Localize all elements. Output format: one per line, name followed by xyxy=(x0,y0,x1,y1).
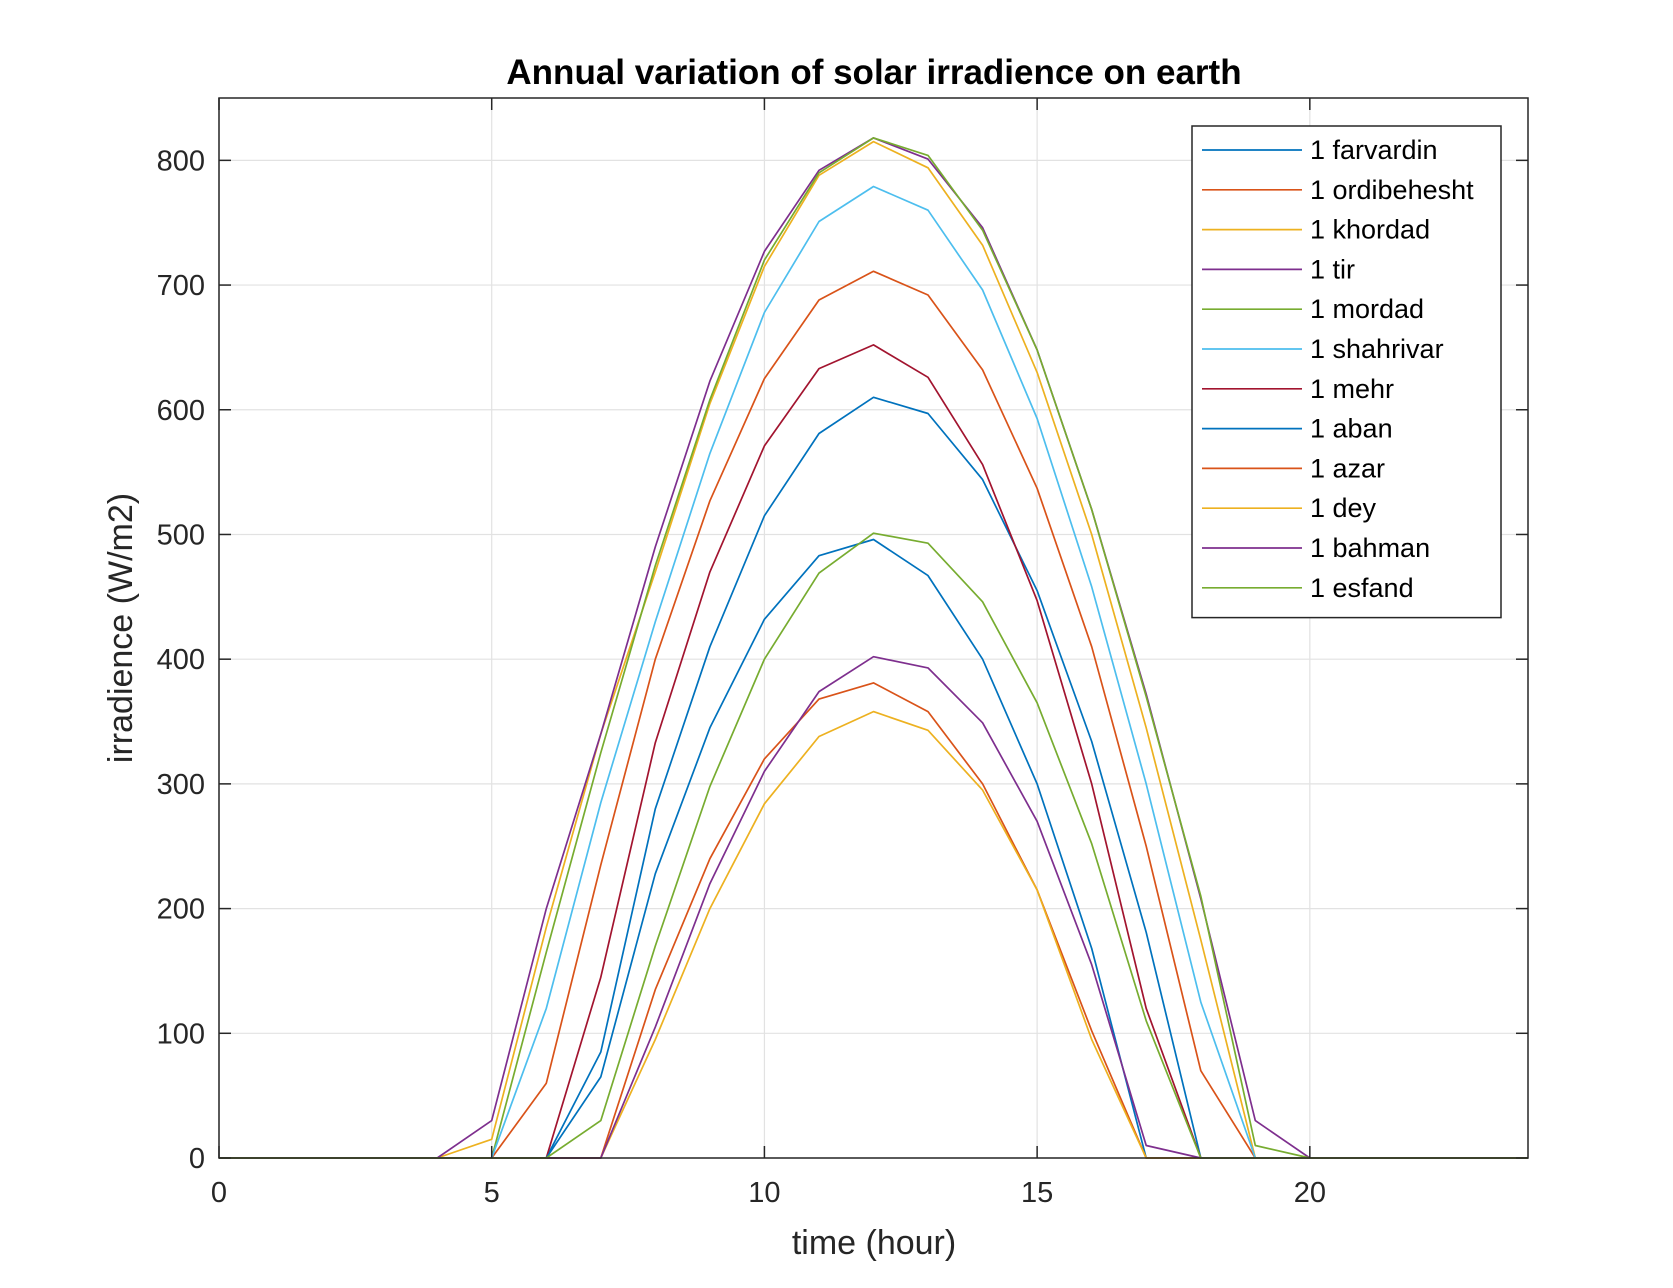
chart-title: Annual variation of solar irradience on … xyxy=(506,53,1241,92)
legend-entry: 1 aban xyxy=(1310,414,1393,444)
legend-entry: 1 esfand xyxy=(1310,573,1414,603)
y-axis-label: irradience (W/m2) xyxy=(102,493,140,763)
legend: 1 farvardin 1 ordibehesht 1 khordad 1 tir 1 … xyxy=(1191,125,1502,619)
y-tick-label: 200 xyxy=(157,894,205,926)
legend-entry: 1 mehr xyxy=(1310,374,1394,404)
legend-entry: 1 mordad xyxy=(1310,294,1424,324)
y-tick-label: 300 xyxy=(157,769,205,801)
y-tick-label: 700 xyxy=(157,270,205,302)
y-tick-label: 0 xyxy=(189,1143,205,1175)
x-tick-label: 10 xyxy=(748,1177,780,1209)
legend-entry: 1 azar xyxy=(1310,453,1385,483)
legend-entry: 1 tir xyxy=(1310,254,1355,284)
y-tick-label: 400 xyxy=(157,644,205,676)
y-tick-label: 600 xyxy=(157,395,205,427)
x-tick-label: 20 xyxy=(1294,1177,1326,1209)
x-tick-label: 0 xyxy=(211,1177,227,1209)
legend-entry: 1 ordibehesht xyxy=(1310,175,1474,205)
legend-entry: 1 bahman xyxy=(1310,533,1430,563)
y-tick-label: 800 xyxy=(157,145,205,177)
plot-area-frame xyxy=(218,97,1529,1159)
x-tick-label: 5 xyxy=(484,1177,500,1209)
legend-entry: 1 shahrivar xyxy=(1310,334,1444,364)
y-tick-label: 500 xyxy=(157,519,205,551)
x-axis-label: time (hour) xyxy=(792,1224,956,1262)
legend-entry: 1 dey xyxy=(1310,493,1377,523)
legend-box xyxy=(1191,125,1502,619)
x-tick-label: 15 xyxy=(1021,1177,1053,1209)
legend-entry: 1 farvardin xyxy=(1310,135,1438,165)
legend-entry: 1 khordad xyxy=(1310,215,1430,245)
y-tick-label: 100 xyxy=(157,1018,205,1050)
